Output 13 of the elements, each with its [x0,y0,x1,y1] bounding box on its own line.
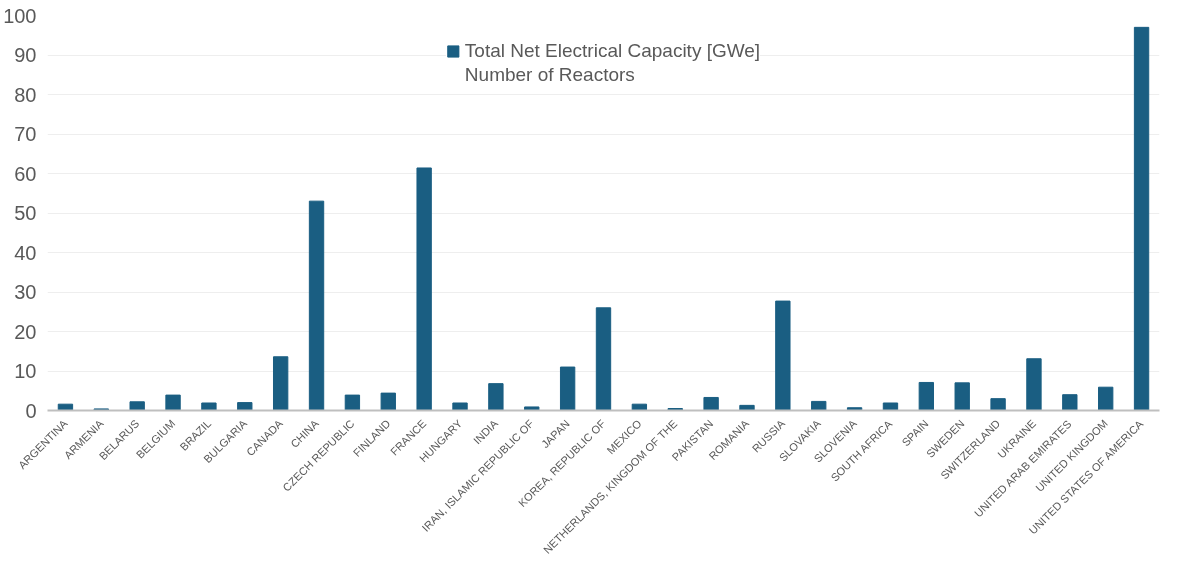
y-tick-label: 20 [14,320,37,343]
y-tick-label: 90 [14,44,37,66]
y-tick-label: 50 [14,202,37,224]
legend-label: Total Net Electrical Capacity [GWe] [464,40,761,62]
y-tick-label: 40 [14,241,37,264]
y-tick-label: 60 [14,162,37,185]
y-tick-label: 100 [3,4,37,27]
y-tick-label: 0 [25,399,37,422]
y-tick-label: 10 [14,360,37,382]
y-tick-label: 70 [14,123,37,145]
text: Number of Reactors [464,64,635,86]
y-tick-label: 80 [14,83,37,106]
y-tick-label: 30 [14,281,37,303]
